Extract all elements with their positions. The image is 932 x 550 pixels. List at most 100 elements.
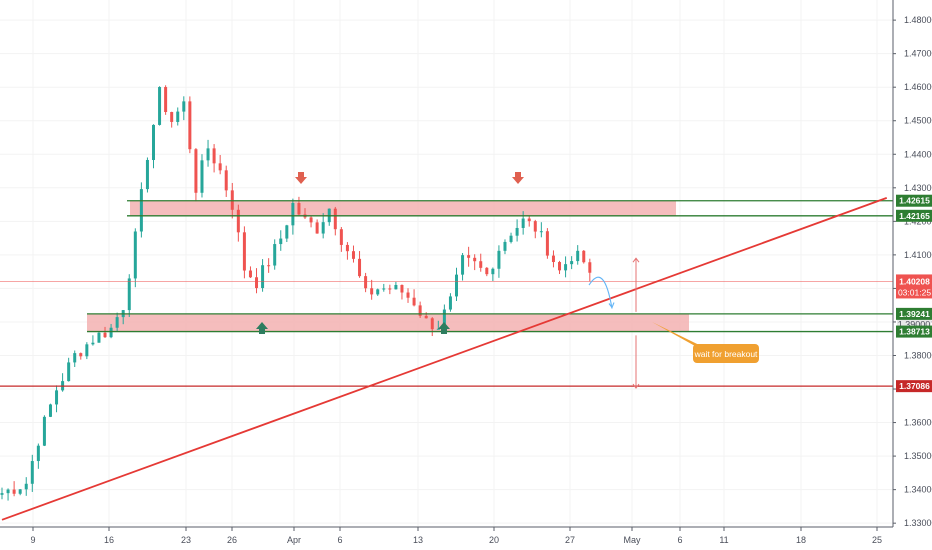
candle-bull <box>48 404 52 417</box>
candle-bear <box>430 318 434 330</box>
candle-bull <box>564 264 568 271</box>
candle-bear <box>533 221 537 232</box>
candle-bull <box>285 225 289 239</box>
date-tick-label: 13 <box>413 535 423 545</box>
candle-bull <box>291 203 295 226</box>
date-tick-label: Apr <box>287 535 301 545</box>
candle-bull <box>206 148 210 161</box>
level-label-bg <box>896 209 932 222</box>
level-label-bg <box>896 307 932 320</box>
candle-bear <box>551 255 555 263</box>
callout-text: wait for breakout <box>694 349 758 359</box>
candle-bull <box>91 342 95 345</box>
candle-bear <box>188 101 192 150</box>
candle-bull <box>448 296 452 310</box>
candle-bull <box>139 189 143 232</box>
level-label-bg <box>896 380 932 393</box>
candle-bull <box>503 241 507 251</box>
candle-bull <box>455 274 458 297</box>
arrow-down-marker-0 <box>295 172 307 184</box>
candle-bull <box>261 265 265 289</box>
candles <box>0 85 592 501</box>
date-tick-label: 11 <box>719 535 728 545</box>
candle-bear <box>224 170 228 191</box>
candle-bull <box>376 289 380 295</box>
current-price-label: 1.40208 <box>899 276 930 286</box>
price-tick-label: 1.45000 <box>904 116 932 126</box>
price-tick-label: 1.43000 <box>904 183 932 193</box>
price-tick-label: 1.48000 <box>904 15 932 25</box>
zones <box>87 200 689 332</box>
candle-bear <box>309 217 313 223</box>
level-label-bg <box>896 194 932 207</box>
candle-bear <box>485 267 489 275</box>
candle-bull <box>145 159 149 190</box>
price-tick-label: 1.34000 <box>904 485 932 495</box>
price-tick-label: 1.33000 <box>904 518 932 528</box>
candle-bull <box>279 238 283 245</box>
candle-bear <box>424 315 428 319</box>
candle-bear <box>364 276 368 289</box>
candle-bull <box>133 231 137 279</box>
price-tick-label: 1.47000 <box>904 49 932 59</box>
candle-bear <box>400 284 404 293</box>
date-tick-label: 23 <box>181 535 191 545</box>
candle-bull <box>42 416 46 446</box>
candle-bear <box>388 288 392 290</box>
candle-bear <box>194 149 198 193</box>
candle-bull <box>176 111 180 122</box>
ascending-trendline <box>1 197 888 521</box>
level-label: 1.42165 <box>899 211 930 221</box>
candle-bull <box>491 268 495 275</box>
level-label: 1.37086 <box>899 381 930 391</box>
projection-curve-head <box>608 302 615 309</box>
candle-bull <box>109 327 113 338</box>
candle-bull <box>6 489 10 494</box>
candle-bear <box>582 250 586 263</box>
candle-bear <box>406 292 410 298</box>
candle-bull <box>497 250 501 269</box>
date-tick-label: 26 <box>227 535 237 545</box>
candle-bear <box>218 163 222 171</box>
date-tick-label: 18 <box>796 535 806 545</box>
current-price-label-bg <box>896 274 932 299</box>
candle-bear <box>339 229 343 245</box>
candle-bull <box>30 461 34 484</box>
candle-bull <box>97 332 101 343</box>
candle-bear <box>12 489 16 494</box>
candle-bull <box>18 489 22 494</box>
candle-bull <box>394 284 398 290</box>
candle-bear <box>79 353 83 357</box>
candle-bear <box>412 297 416 306</box>
candle-bull <box>127 278 131 311</box>
candle-bull <box>576 250 580 262</box>
callout-box <box>693 344 759 363</box>
candle-bull <box>85 344 89 357</box>
candle-bull <box>67 362 71 382</box>
date-tick-label: 16 <box>104 535 114 545</box>
level-label: 1.39241 <box>899 309 930 319</box>
hidden-label: 1.39000 <box>898 319 931 329</box>
price-tick-label: 1.35000 <box>904 451 932 461</box>
level-label: 1.42615 <box>899 196 930 206</box>
candle-bull <box>570 261 574 265</box>
candle-bear <box>467 255 471 258</box>
candle-bull <box>515 227 519 236</box>
target-arrow-down-head <box>632 383 640 389</box>
target-arrow-up-head <box>632 257 640 263</box>
candle-bear <box>588 262 592 273</box>
projection-curve <box>588 276 613 309</box>
candle-bull <box>273 244 277 266</box>
date-tick-label: 9 <box>30 535 35 545</box>
date-tick-label: 27 <box>565 535 575 545</box>
candle-bear <box>212 148 216 164</box>
candle-bear <box>418 305 422 316</box>
candle-bear <box>170 112 174 122</box>
candle-bull <box>321 222 325 234</box>
candle-bear <box>242 232 246 271</box>
level-label-bg <box>896 325 932 338</box>
hidden-label-bg <box>897 319 931 330</box>
candle-bull <box>436 328 440 330</box>
price-tick-label: 1.36000 <box>904 418 932 428</box>
